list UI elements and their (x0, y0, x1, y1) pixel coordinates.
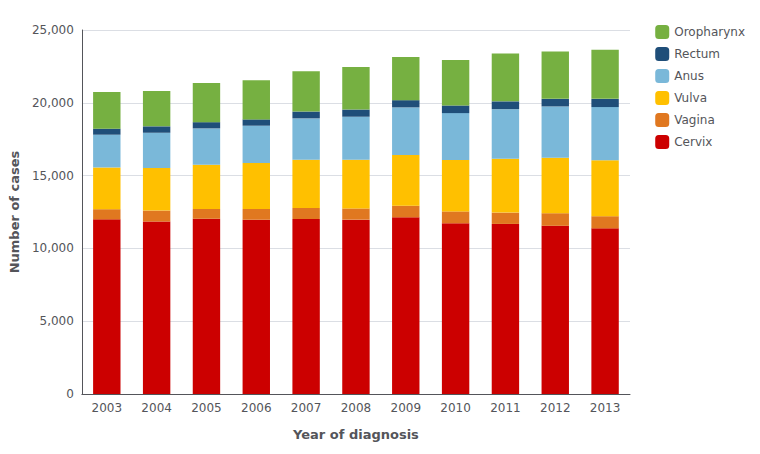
svg-text:2007: 2007 (291, 401, 322, 415)
svg-text:25,000: 25,000 (32, 23, 74, 37)
svg-text:15,000: 15,000 (32, 169, 74, 183)
svg-text:20,000: 20,000 (32, 96, 74, 110)
svg-text:2008: 2008 (341, 401, 372, 415)
svg-text:Cervix: Cervix (674, 135, 712, 149)
svg-text:Vagina: Vagina (674, 113, 715, 127)
svg-text:Vulva: Vulva (674, 91, 707, 105)
svg-text:Year of diagnosis: Year of diagnosis (292, 427, 419, 442)
svg-text:5,000: 5,000 (40, 314, 74, 328)
svg-text:2012: 2012 (540, 401, 571, 415)
svg-text:2003: 2003 (92, 401, 123, 415)
svg-text:10,000: 10,000 (32, 241, 74, 255)
svg-text:Number of cases: Number of cases (7, 150, 22, 273)
svg-text:2006: 2006 (241, 401, 272, 415)
svg-text:2010: 2010 (440, 401, 471, 415)
svg-text:0: 0 (66, 387, 74, 401)
svg-text:Anus: Anus (674, 69, 704, 83)
svg-text:2005: 2005 (191, 401, 222, 415)
svg-text:Rectum: Rectum (674, 47, 720, 61)
svg-text:2013: 2013 (590, 401, 621, 415)
svg-text:Oropharynx: Oropharynx (674, 25, 745, 39)
svg-text:2004: 2004 (141, 401, 172, 415)
svg-text:2011: 2011 (490, 401, 521, 415)
svg-text:2009: 2009 (390, 401, 421, 415)
